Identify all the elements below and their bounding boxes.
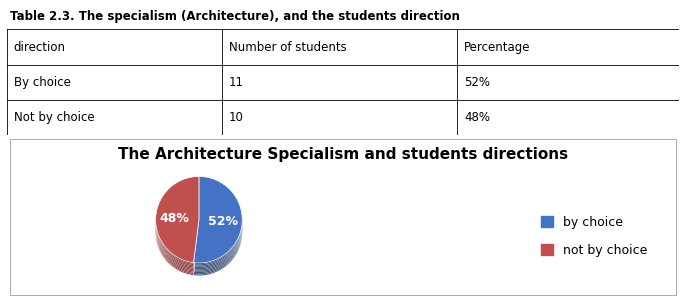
Text: The Architecture Specialism and students directions: The Architecture Specialism and students… [118,147,568,162]
Text: 48%: 48% [160,212,190,225]
Wedge shape [193,189,242,276]
Text: Table 2.3. The specialism (Architecture), and the students direction: Table 2.3. The specialism (Architecture)… [10,10,460,23]
Wedge shape [156,187,199,273]
Wedge shape [156,179,199,265]
Wedge shape [193,182,242,268]
Wedge shape [193,185,242,272]
Wedge shape [193,184,242,271]
Wedge shape [156,184,199,270]
Legend: by choice, not by choice: by choice, not by choice [536,211,652,262]
Wedge shape [156,183,199,269]
Wedge shape [156,182,199,268]
Text: 48%: 48% [464,111,490,124]
Text: Number of students: Number of students [228,41,346,54]
Wedge shape [156,178,199,264]
Text: Percentage: Percentage [464,41,530,54]
Wedge shape [156,185,199,272]
Wedge shape [156,188,199,274]
Text: 52%: 52% [464,76,490,89]
Text: 11: 11 [228,76,244,89]
Wedge shape [193,176,242,263]
Wedge shape [193,179,242,265]
Wedge shape [193,180,242,267]
Text: direction: direction [14,41,66,54]
Text: Not by choice: Not by choice [14,111,94,124]
Wedge shape [193,188,242,275]
Wedge shape [156,180,199,266]
Wedge shape [156,189,199,275]
Text: By choice: By choice [14,76,71,89]
Wedge shape [193,187,242,273]
Wedge shape [193,178,242,264]
FancyBboxPatch shape [10,139,676,295]
Text: 10: 10 [228,111,244,124]
Text: 52%: 52% [208,215,238,228]
Wedge shape [156,176,199,263]
Wedge shape [193,183,242,269]
